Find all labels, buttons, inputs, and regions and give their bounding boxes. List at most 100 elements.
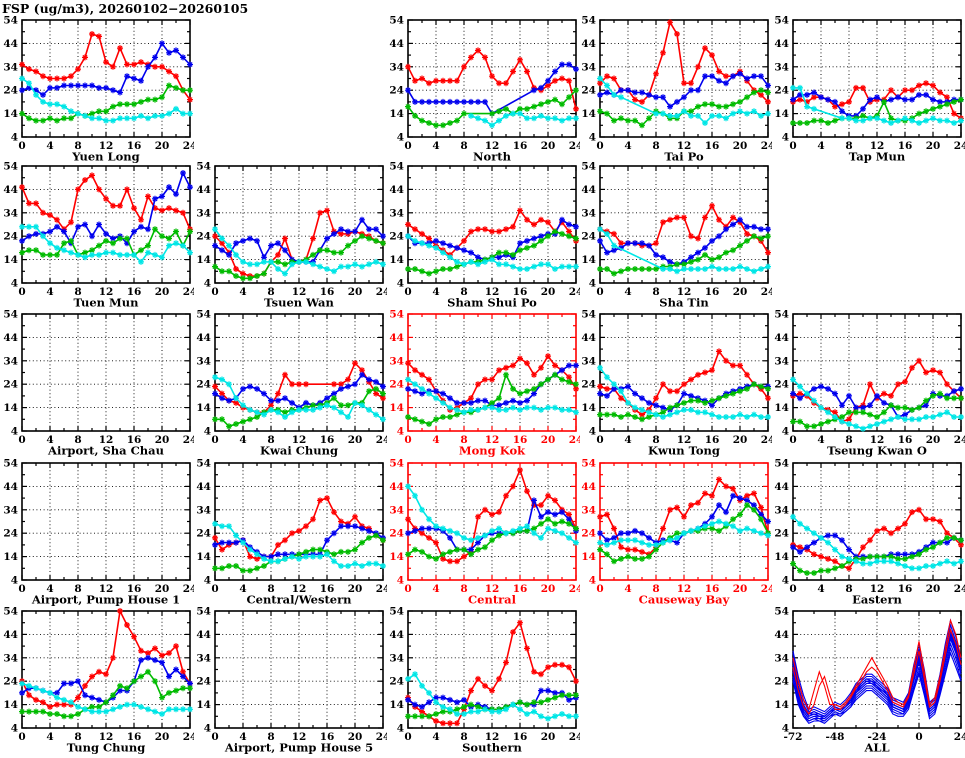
svg-text:0: 0 [404,286,411,298]
chart-title: Central [468,593,517,607]
chart-all: 4 14 24 34 44 54 -72 -48 -24 0 24 ALL [774,606,965,755]
svg-text:0: 0 [596,434,603,446]
series-cyan [597,364,771,420]
svg-text:20: 20 [155,434,170,446]
svg-text:24: 24 [196,231,211,243]
svg-text:54: 54 [581,309,596,321]
svg-text:54: 54 [389,458,404,470]
svg-text:14: 14 [774,551,789,563]
svg-text:54: 54 [196,161,211,173]
svg-text:12: 12 [677,434,692,446]
series-cyan [597,75,771,126]
series-blue [19,40,193,98]
svg-text:24: 24 [954,583,965,595]
svg-text:0: 0 [404,434,411,446]
svg-text:8: 8 [845,140,852,152]
svg-text:24: 24 [183,731,194,743]
svg-text:34: 34 [774,61,789,73]
axis-ticks [407,610,577,729]
svg-text:8: 8 [74,140,81,152]
svg-text:8: 8 [267,434,274,446]
series-cyan [468,110,579,129]
series-cyan [405,483,579,546]
svg-text:20: 20 [733,140,748,152]
chart-title: Southern [462,741,522,755]
svg-text:4: 4 [46,731,53,743]
svg-text:12: 12 [677,286,692,298]
svg-text:-24: -24 [868,731,887,743]
svg-text:8: 8 [460,583,467,595]
svg-text:12: 12 [485,286,500,298]
svg-text:54: 54 [3,309,18,321]
svg-text:8: 8 [74,731,81,743]
svg-text:54: 54 [389,606,404,618]
svg-text:4: 4 [46,583,53,595]
svg-text:44: 44 [581,38,596,50]
svg-text:34: 34 [389,61,404,73]
chart-title: Tap Mun [849,150,906,164]
svg-text:24: 24 [3,231,18,243]
chart-title: Tai Po [664,150,704,164]
svg-text:0: 0 [18,286,25,298]
svg-text:12: 12 [99,583,114,595]
svg-text:0: 0 [404,583,411,595]
series-green [790,390,964,430]
series-green [405,87,579,129]
svg-text:4: 4 [397,723,404,735]
svg-text:14: 14 [389,254,404,266]
svg-text:24: 24 [581,85,596,97]
svg-text:34: 34 [3,355,18,367]
svg-text:8: 8 [267,286,274,298]
svg-text:4: 4 [11,278,18,290]
gridlines [600,314,768,431]
svg-text:14: 14 [196,254,211,266]
svg-text:24: 24 [183,583,194,595]
svg-text:4: 4 [397,132,404,144]
svg-text:20: 20 [541,583,556,595]
svg-text:20: 20 [926,583,941,595]
svg-text:20: 20 [926,140,941,152]
svg-text:0: 0 [596,286,603,298]
svg-text:34: 34 [3,61,18,73]
svg-text:4: 4 [204,278,211,290]
svg-text:44: 44 [774,332,789,344]
svg-text:0: 0 [596,140,603,152]
svg-text:8: 8 [652,583,659,595]
svg-text:4: 4 [432,731,439,743]
svg-text:8: 8 [74,583,81,595]
axis-ticks [407,313,577,432]
svg-text:0: 0 [211,731,218,743]
svg-text:4: 4 [239,583,246,595]
svg-text:8: 8 [74,434,81,446]
svg-text:0: 0 [211,286,218,298]
svg-text:16: 16 [513,583,528,595]
svg-text:0: 0 [789,140,796,152]
svg-text:54: 54 [3,15,18,27]
svg-text:16: 16 [127,434,142,446]
svg-text:44: 44 [774,481,789,493]
svg-text:24: 24 [569,583,580,595]
svg-text:24: 24 [196,528,211,540]
svg-text:34: 34 [389,355,404,367]
svg-text:4: 4 [817,583,824,595]
axis-ticks [21,462,191,581]
svg-text:20: 20 [926,434,941,446]
svg-text:16: 16 [513,731,528,743]
svg-text:44: 44 [581,184,596,196]
svg-text:44: 44 [389,184,404,196]
chart-title: Airport, Pump House 1 [31,593,180,607]
svg-text:54: 54 [581,161,596,173]
svg-text:54: 54 [196,458,211,470]
series-cyan [405,671,579,722]
svg-text:20: 20 [348,731,363,743]
